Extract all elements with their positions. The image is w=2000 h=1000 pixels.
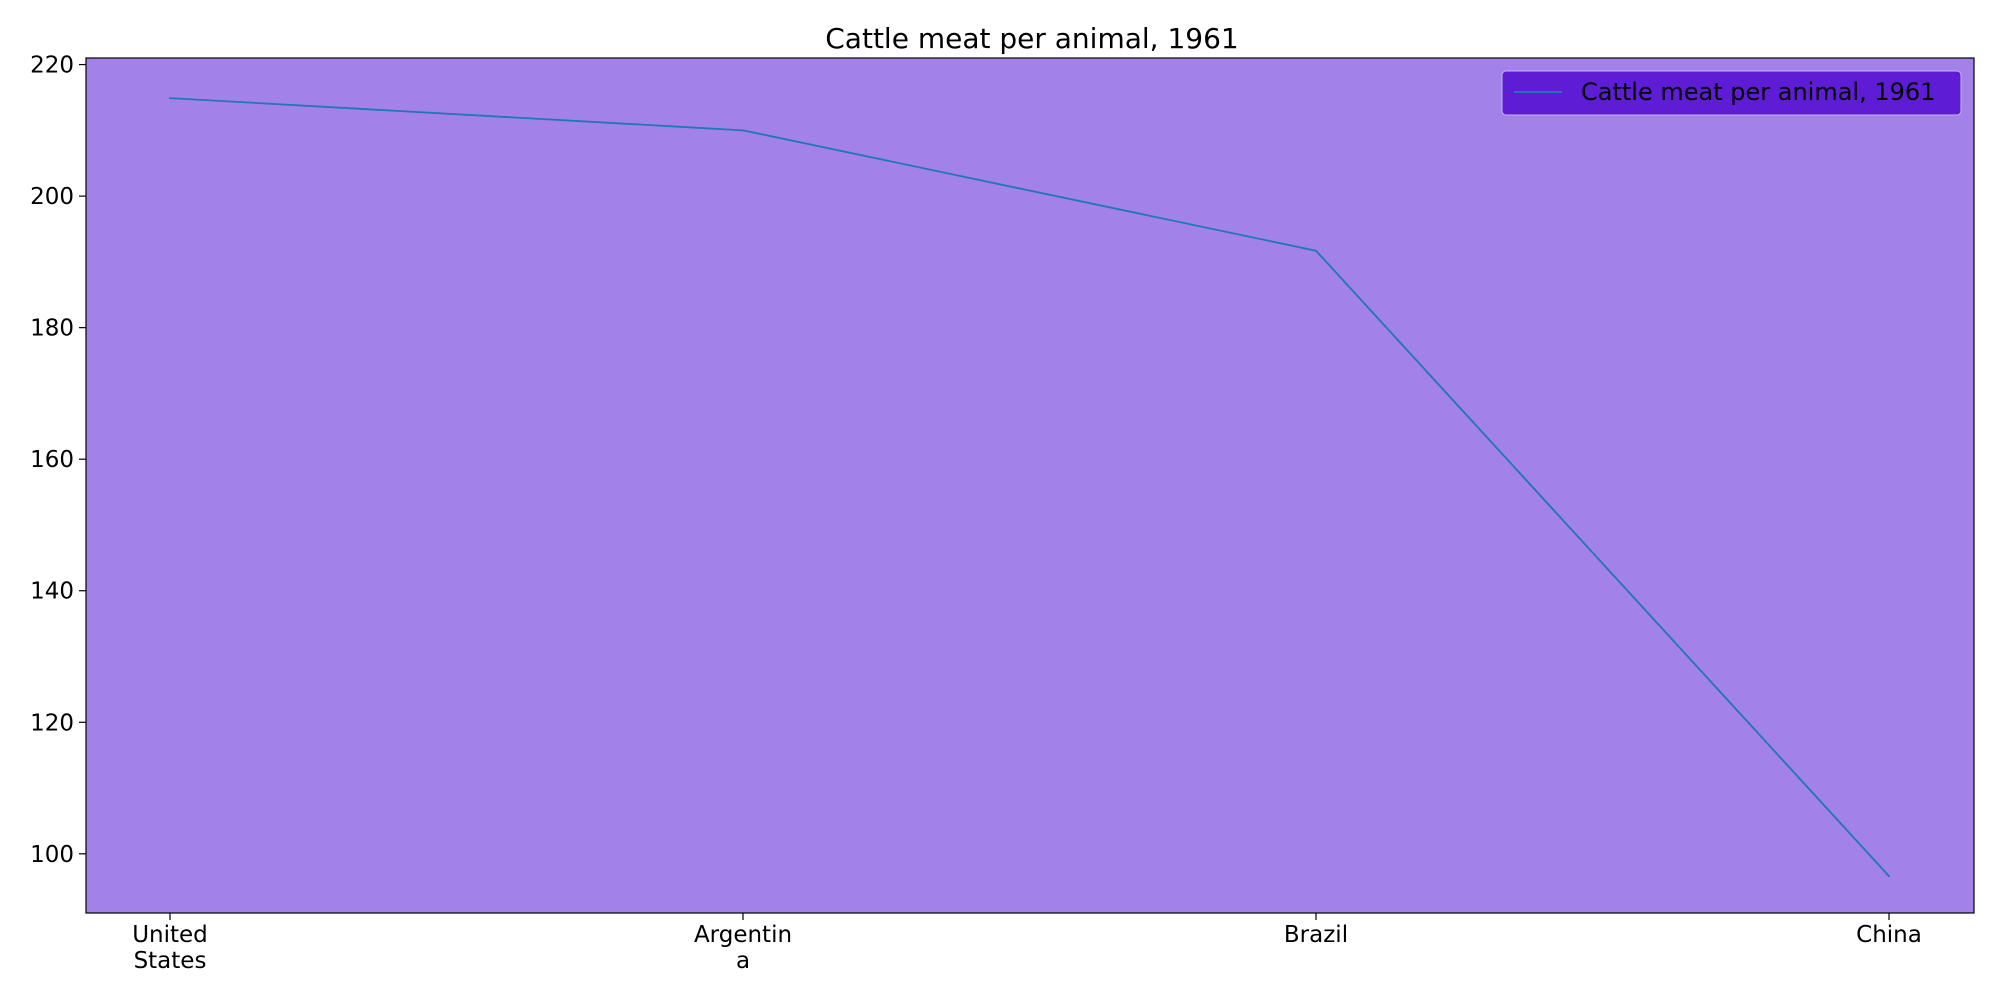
x-axis: United States Argentin a Brazil China <box>132 913 1922 974</box>
legend-box <box>1501 70 1962 116</box>
series-line <box>169 97 1890 877</box>
x-tick-label-line: Argentin <box>694 922 792 948</box>
x-tick-label-line: Brazil <box>1284 922 1348 948</box>
y-tick-label: 200 <box>30 184 74 210</box>
x-tick-label-line: States <box>134 948 207 974</box>
chart-title: Cattle meat per animal, 1961 <box>825 22 1238 55</box>
data-point <box>1888 875 1890 878</box>
legend[interactable]: Cattle meat per animal, 1961 <box>1501 70 1962 116</box>
x-tick-label: United States <box>132 922 208 974</box>
series-layer <box>169 97 1890 878</box>
y-axis: 100 120 140 160 180 200 220 <box>30 53 86 868</box>
legend-label: Cattle meat per animal, 1961 <box>1581 78 1935 106</box>
y-tick-label: 140 <box>30 579 74 605</box>
y-tick-label: 160 <box>30 447 74 473</box>
x-tick-label-line: United <box>132 922 208 948</box>
x-tick-label: China <box>1856 922 1922 948</box>
y-tick-label: 100 <box>30 842 74 868</box>
x-tick-label-line: a <box>736 948 750 974</box>
x-tick-label: Argentin a <box>694 922 792 974</box>
y-tick-label: 180 <box>30 316 74 342</box>
data-point <box>742 129 744 132</box>
x-tick-label: Brazil <box>1284 922 1348 948</box>
y-tick-label: 120 <box>30 710 74 736</box>
data-point <box>1315 249 1317 252</box>
y-tick-label: 220 <box>30 53 74 79</box>
x-tick-label-line: China <box>1856 922 1922 948</box>
plot-area <box>85 57 1975 914</box>
data-point <box>169 97 171 100</box>
